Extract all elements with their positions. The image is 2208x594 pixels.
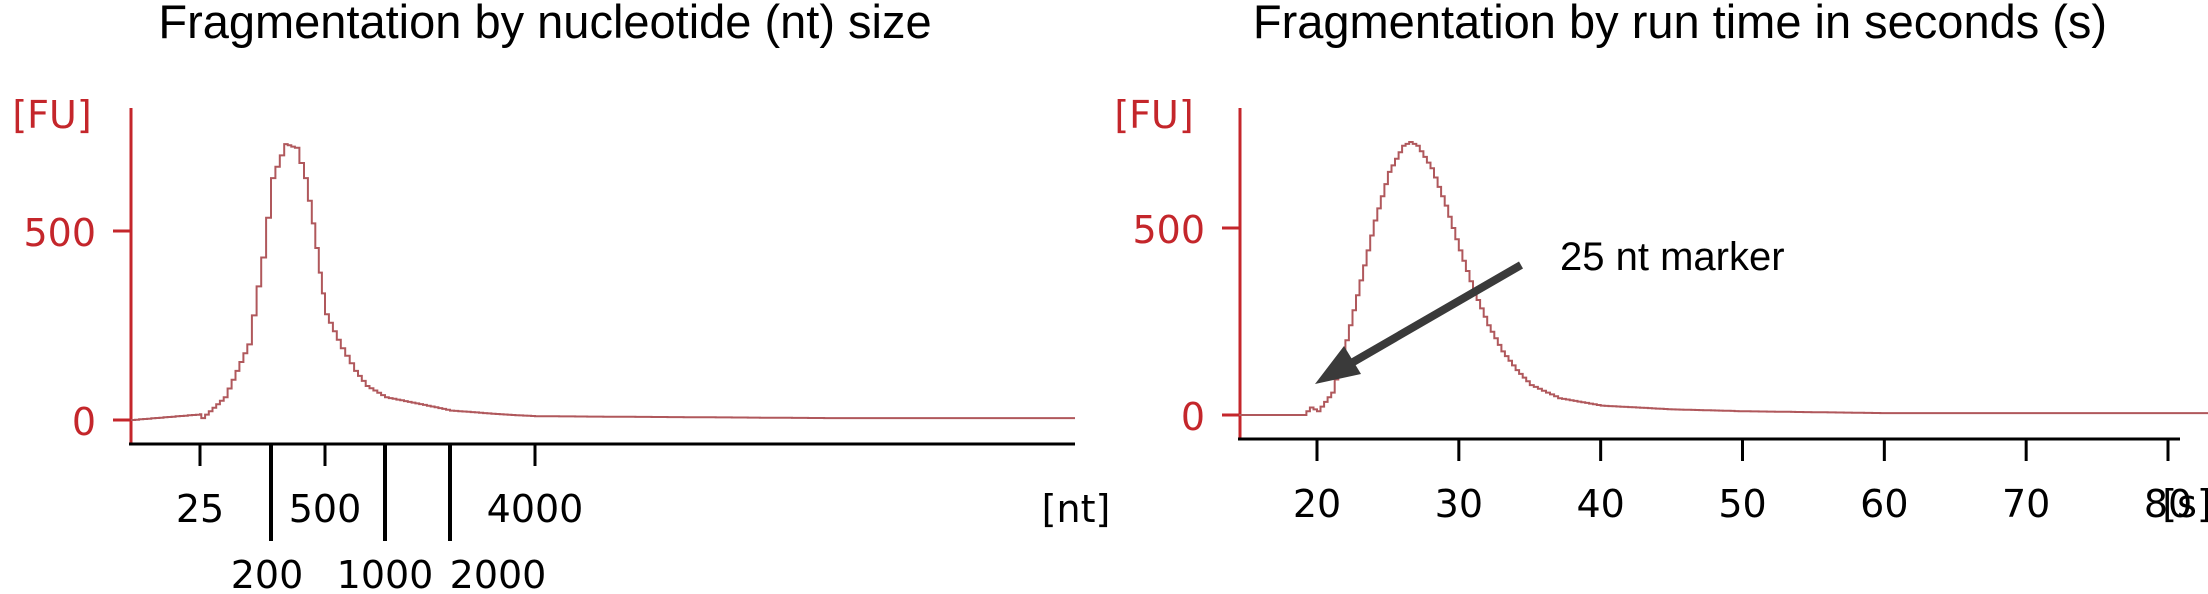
chart-title: Fragmentation by nucleotide (nt) size	[158, 0, 931, 48]
x-tick-label: 60	[1860, 482, 1908, 526]
y-tick-label: 500	[23, 211, 96, 255]
y-tick-label: 500	[1132, 208, 1205, 252]
x-axis-label: [s]	[2162, 482, 2208, 526]
x-tick-label: 2000	[450, 553, 547, 594]
series-line	[1239, 141, 2208, 416]
chart-nt-size: Fragmentation by nucleotide (nt) size [F…	[12, 0, 1110, 594]
x-tick-label: 70	[2002, 482, 2050, 526]
annotation-arrow-head	[1315, 346, 1361, 384]
x-tick-label: 80	[2144, 482, 2192, 526]
x-tick-label: 30	[1435, 482, 1483, 526]
y-axis-label: [FU]	[12, 93, 91, 137]
x-axis-label: [nt]	[1042, 487, 1111, 531]
annotation-label: 25 nt marker	[1560, 235, 1785, 279]
x-ticks: 20 30 40 50 60 70 80	[1293, 439, 2192, 526]
chart-run-time: Fragmentation by run time in seconds (s)…	[1114, 0, 2208, 526]
x-tick-label: 200	[231, 553, 304, 594]
chart-title: Fragmentation by run time in seconds (s)	[1253, 0, 2107, 48]
x-tick-label: 40	[1576, 482, 1624, 526]
y-tick-label: 0	[72, 400, 96, 444]
annotation-arrow-shaft	[1345, 261, 1524, 369]
x-tick-label: 500	[289, 487, 362, 531]
series-line	[131, 143, 1075, 421]
x-tick-label: 50	[1718, 482, 1766, 526]
x-tick-label: 4000	[487, 487, 584, 531]
x-tick-label: 25	[176, 487, 224, 531]
x-tick-label: 20	[1293, 482, 1341, 526]
y-tick-label: 0	[1181, 395, 1205, 439]
x-tick-label: 1000	[337, 553, 434, 594]
y-axis-label: [FU]	[1114, 93, 1193, 137]
